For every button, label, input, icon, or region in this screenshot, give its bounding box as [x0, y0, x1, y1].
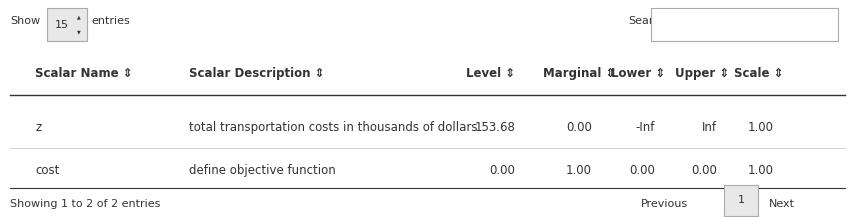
Text: z: z — [35, 121, 42, 134]
Text: Showing 1 to 2 of 2 entries: Showing 1 to 2 of 2 entries — [10, 199, 160, 209]
Text: Scale ⇕: Scale ⇕ — [734, 67, 784, 80]
Text: ▼: ▼ — [78, 29, 81, 34]
Text: Lower ⇕: Lower ⇕ — [610, 67, 665, 80]
FancyBboxPatch shape — [46, 8, 87, 41]
Text: define objective function: define objective function — [189, 164, 336, 177]
Text: Level ⇕: Level ⇕ — [466, 67, 515, 80]
Text: entries: entries — [91, 16, 131, 26]
Text: 153.68: 153.68 — [475, 121, 516, 134]
Text: 1: 1 — [738, 196, 745, 206]
Text: Show: Show — [10, 16, 40, 26]
Text: -Inf: -Inf — [635, 121, 655, 134]
Text: ▲: ▲ — [78, 15, 81, 20]
Text: 0.00: 0.00 — [692, 164, 717, 177]
Text: Scalar Name ⇕: Scalar Name ⇕ — [35, 67, 133, 80]
Text: Previous: Previous — [640, 199, 687, 209]
Text: total transportation costs in thousands of dollars: total transportation costs in thousands … — [189, 121, 477, 134]
Text: Search:: Search: — [628, 16, 670, 26]
Text: 1.00: 1.00 — [747, 164, 774, 177]
Text: Next: Next — [769, 199, 794, 209]
Text: Upper ⇕: Upper ⇕ — [675, 67, 729, 80]
Text: Inf: Inf — [702, 121, 717, 134]
Text: Marginal ⇕: Marginal ⇕ — [543, 67, 615, 80]
Text: Scalar Description ⇕: Scalar Description ⇕ — [189, 67, 324, 80]
FancyBboxPatch shape — [724, 185, 758, 216]
Text: 1.00: 1.00 — [566, 164, 592, 177]
FancyBboxPatch shape — [651, 8, 838, 41]
Text: 15: 15 — [55, 20, 69, 29]
Text: 0.00: 0.00 — [489, 164, 516, 177]
Text: 0.00: 0.00 — [566, 121, 592, 134]
Text: cost: cost — [35, 164, 60, 177]
Text: 0.00: 0.00 — [629, 164, 655, 177]
Text: 1.00: 1.00 — [747, 121, 774, 134]
